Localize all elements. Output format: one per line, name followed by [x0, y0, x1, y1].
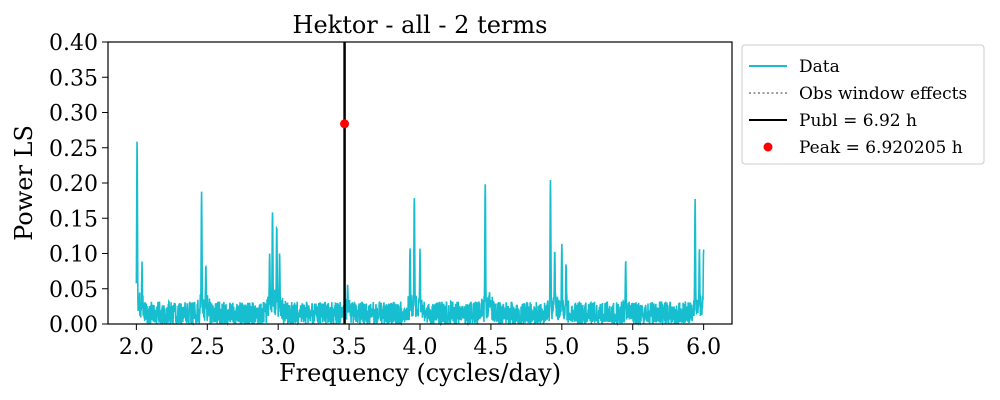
- y-tick-label: 0.15: [49, 207, 98, 232]
- legend-box: [741, 44, 985, 165]
- x-tick-label: 2.0: [119, 335, 154, 360]
- legend: Data Obs window effects Publ = 6.92 h Peak …: [741, 44, 985, 165]
- peak-marker: [340, 119, 350, 129]
- y-axis-ticks: 0.00 0.05 0.10 0.15 0.20 0.25 0.30 0.35 0.40: [49, 31, 108, 338]
- y-tick-label: 0.30: [49, 102, 98, 127]
- legend-label: Publ = 6.92 h: [799, 111, 917, 131]
- x-tick-label: 2.5: [190, 335, 225, 360]
- x-axis-ticks: 2.0 2.5 3.0 3.5 4.0 4.5 5.0 5.5 6.0: [119, 324, 721, 360]
- y-tick-label: 0.40: [49, 31, 98, 56]
- x-tick-label: 3.5: [332, 335, 367, 360]
- y-tick-label: 0.25: [49, 137, 98, 162]
- y-tick-label: 0.00: [49, 313, 98, 338]
- chart-title: Hektor - all - 2 terms: [293, 11, 548, 39]
- x-axis-label: Frequency (cycles/day): [279, 359, 561, 387]
- legend-label: Data: [799, 57, 840, 77]
- legend-label: Obs window effects: [799, 84, 967, 104]
- legend-label: Peak = 6.920205 h: [799, 138, 963, 158]
- legend-marker-peak: [763, 142, 773, 152]
- series-layer: [135, 42, 705, 327]
- x-tick-label: 4.5: [473, 335, 508, 360]
- x-tick-label: 5.5: [615, 335, 650, 360]
- data-series-line: [135, 141, 705, 327]
- y-tick-label: 0.10: [49, 243, 98, 268]
- y-tick-label: 0.05: [49, 278, 98, 303]
- y-tick-label: 0.20: [49, 172, 98, 197]
- x-tick-label: 3.0: [261, 335, 296, 360]
- x-tick-label: 6.0: [686, 335, 721, 360]
- x-tick-label: 5.0: [544, 335, 579, 360]
- x-tick-label: 4.0: [403, 335, 438, 360]
- y-axis-label: Power LS: [10, 125, 38, 241]
- y-tick-label: 0.35: [49, 66, 98, 91]
